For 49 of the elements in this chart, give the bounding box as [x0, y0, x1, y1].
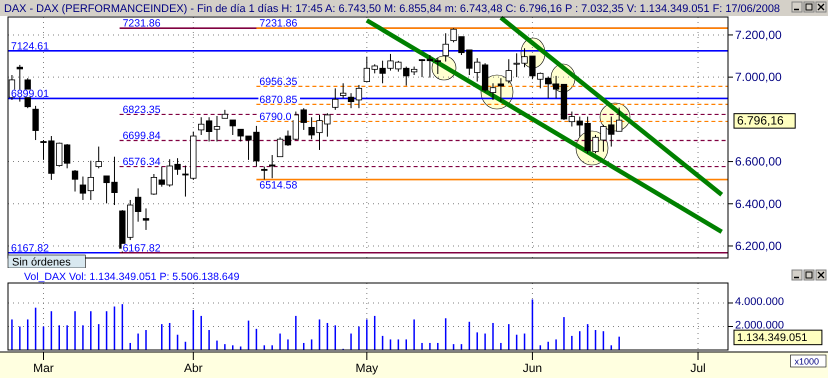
candlestick: [96, 146, 102, 169]
ref-line-label: 6576.34: [122, 156, 161, 168]
candlestick: [450, 28, 457, 43]
y-tick-label: 6.400,00: [735, 196, 782, 211]
candlestick: [111, 156, 118, 206]
text: x1000: [794, 356, 820, 366]
ref-line-label: 6790.0: [259, 110, 292, 123]
y-tick-label: 4.000.000: [735, 296, 784, 308]
chart-title: Vol_DAX Vol: 1.134.349.051 P: 5.506.138.649: [24, 271, 240, 283]
ref-line-label: 6823.35: [122, 104, 161, 116]
candlestick: [230, 119, 236, 136]
x-tick-label: May: [355, 361, 378, 375]
candlestick: [269, 154, 276, 179]
candlestick: [348, 92, 354, 109]
y-tick-label: 7.200,00: [735, 28, 782, 42]
x-tick-label: Abr: [184, 361, 203, 375]
candlestick: [32, 105, 39, 141]
candlestick: [276, 136, 284, 158]
candlestick: [356, 84, 362, 109]
candlestick: [142, 208, 150, 230]
candlestick: [340, 82, 346, 99]
candlestick: [103, 175, 110, 204]
ref-line-label: 6167.82: [122, 242, 161, 254]
y-tick-label: 6.200,00: [735, 238, 782, 253]
ref-line-label: 6899.01: [11, 88, 50, 100]
ref-line-label: 6167.82: [11, 242, 50, 254]
ref-line-label: 6699.84: [122, 130, 161, 142]
ref-line-label: 7231.86: [259, 18, 298, 30]
annotation: Sin órdenes: [12, 256, 72, 268]
x-tick-label: Mar: [33, 361, 54, 375]
candlestick: [261, 166, 268, 180]
candlestick: [332, 88, 338, 110]
text: 1.134.349.051: [737, 332, 808, 344]
ref-line-label: 6514.58: [259, 179, 298, 192]
text: 6.796,16: [737, 114, 784, 128]
chart-title: DAX - DAX (PERFORMANCEINDEX) - Fin de día 1 días H: 17:45 A: 6.743,50 M: 6.855,84 m: 6.743,48 C: 6.796,16 P : 7.032,35 V: 1.134.349.051 F: 17/06/2008: [4, 3, 786, 15]
candlestick: [498, 78, 504, 102]
x-tick-label: Jun: [522, 361, 542, 375]
x-tick-label: Jul: [690, 361, 706, 375]
ref-line-label: 7231.86: [122, 18, 161, 30]
y-tick-label: 2.000.000: [735, 319, 784, 332]
y-tick-label: 7.000,00: [735, 70, 782, 84]
ref-line-label: 6956.35: [259, 76, 298, 88]
candlestick: [442, 32, 449, 62]
candlestick: [506, 58, 512, 84]
ref-line-label: 6870.85: [259, 94, 298, 106]
y-tick-label: 6.600,00: [735, 154, 782, 169]
candlestick: [72, 170, 78, 192]
ref-line-label: 7124.61: [11, 40, 50, 52]
